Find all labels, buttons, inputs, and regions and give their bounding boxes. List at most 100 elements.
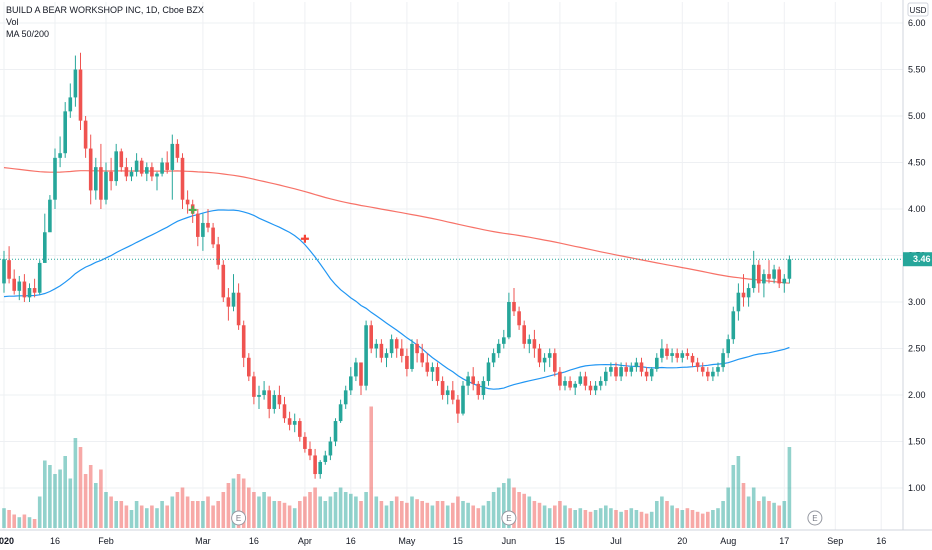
candle-body (660, 348, 664, 358)
volume-bar (716, 508, 720, 528)
candle-body (507, 302, 511, 338)
candle-body (165, 162, 169, 170)
volume-bar (145, 508, 149, 528)
volume-bar (354, 496, 358, 528)
volume-bar (675, 508, 679, 528)
volume-bar (318, 496, 322, 528)
volume-bar (78, 447, 83, 528)
last-price-label: 3.46 (913, 254, 931, 264)
volume-bar (634, 510, 639, 528)
candle-body (405, 355, 409, 369)
volume-bar (236, 474, 241, 528)
candle-body (323, 455, 328, 462)
volume-bar (2, 508, 6, 528)
volume-bar (649, 511, 654, 528)
volume-bar (532, 501, 537, 528)
earnings-marker[interactable] (231, 510, 247, 526)
volume-bar (211, 505, 215, 528)
candle-body (267, 390, 271, 409)
x-tick-label: Mar (195, 536, 211, 546)
candle-body (491, 353, 496, 363)
volume-bar (374, 496, 379, 528)
x-tick-label: 16 (346, 536, 356, 546)
candle-body (410, 343, 414, 369)
volume-bar (593, 510, 598, 528)
volume-bar (48, 465, 52, 528)
volume-bar (287, 505, 292, 528)
candle-body (7, 260, 11, 279)
candle-body (547, 353, 552, 358)
volume-bar (364, 492, 368, 528)
candle-body (32, 288, 37, 293)
volume-bar (496, 487, 501, 528)
volume-bar (685, 508, 690, 528)
candle-body (711, 371, 715, 377)
volume-bar (17, 517, 22, 528)
candle-body (486, 362, 491, 382)
candle-body (542, 357, 547, 363)
candle-body (349, 376, 353, 391)
volume-bar (695, 511, 700, 528)
x-tick-label: 15 (453, 536, 463, 546)
x-tick-label: 15 (555, 536, 565, 546)
volume-bar (435, 501, 440, 528)
volume-bar (119, 501, 124, 528)
volume-bar (415, 499, 419, 528)
candle-body (206, 222, 210, 228)
volume-bar (338, 487, 343, 528)
volume-bar (262, 492, 266, 528)
candle-body (532, 339, 537, 349)
volume-bar (741, 483, 746, 528)
volume-bar (542, 505, 547, 528)
volume-bar (517, 492, 521, 528)
earnings-marker[interactable] (501, 510, 517, 526)
volume-bar (553, 505, 557, 528)
candle-body (139, 160, 144, 174)
candle-body (389, 339, 394, 354)
candle-body (313, 455, 317, 475)
currency-label: USD (910, 6, 927, 15)
candle-body (593, 385, 598, 391)
volume-bar (68, 478, 73, 528)
volume-bar (507, 478, 511, 528)
volume-bar (196, 501, 200, 528)
candle-body (527, 339, 532, 344)
volume-bar (99, 469, 103, 528)
currency-box[interactable] (907, 2, 929, 17)
volume-bar (7, 510, 11, 528)
volume-bar (389, 501, 394, 528)
volume-bar (782, 501, 787, 528)
volume-bar (660, 496, 664, 528)
candle-body (211, 227, 215, 245)
volume-bar (598, 508, 603, 528)
x-tick-label: 2020 (0, 536, 14, 546)
candle-body (231, 292, 236, 307)
candle-body (379, 343, 384, 358)
y-tick-label: 3.00 (908, 297, 926, 307)
volume-bar (746, 496, 751, 528)
candle-body (343, 390, 348, 405)
candle-body (53, 157, 57, 200)
volume-bar (94, 483, 98, 528)
volume-bar (486, 501, 491, 528)
x-tick-label: 16 (249, 536, 259, 546)
volume-bar (282, 502, 287, 528)
candle-body (272, 395, 277, 409)
volume-bar (394, 496, 399, 528)
volume-bar (43, 460, 47, 528)
candle-body (440, 381, 445, 395)
x-tick-label: Aug (720, 536, 736, 546)
earnings-marker[interactable] (807, 510, 823, 526)
candle-body (420, 353, 424, 363)
volume-bar (751, 487, 756, 528)
candle-body (384, 353, 389, 358)
candle-body (119, 151, 124, 168)
volume-bar (83, 474, 88, 528)
volume-bar (63, 456, 67, 528)
volume-bar (466, 502, 470, 528)
candle-body (292, 421, 297, 425)
candle-body (777, 269, 781, 284)
candle-body (328, 441, 333, 456)
